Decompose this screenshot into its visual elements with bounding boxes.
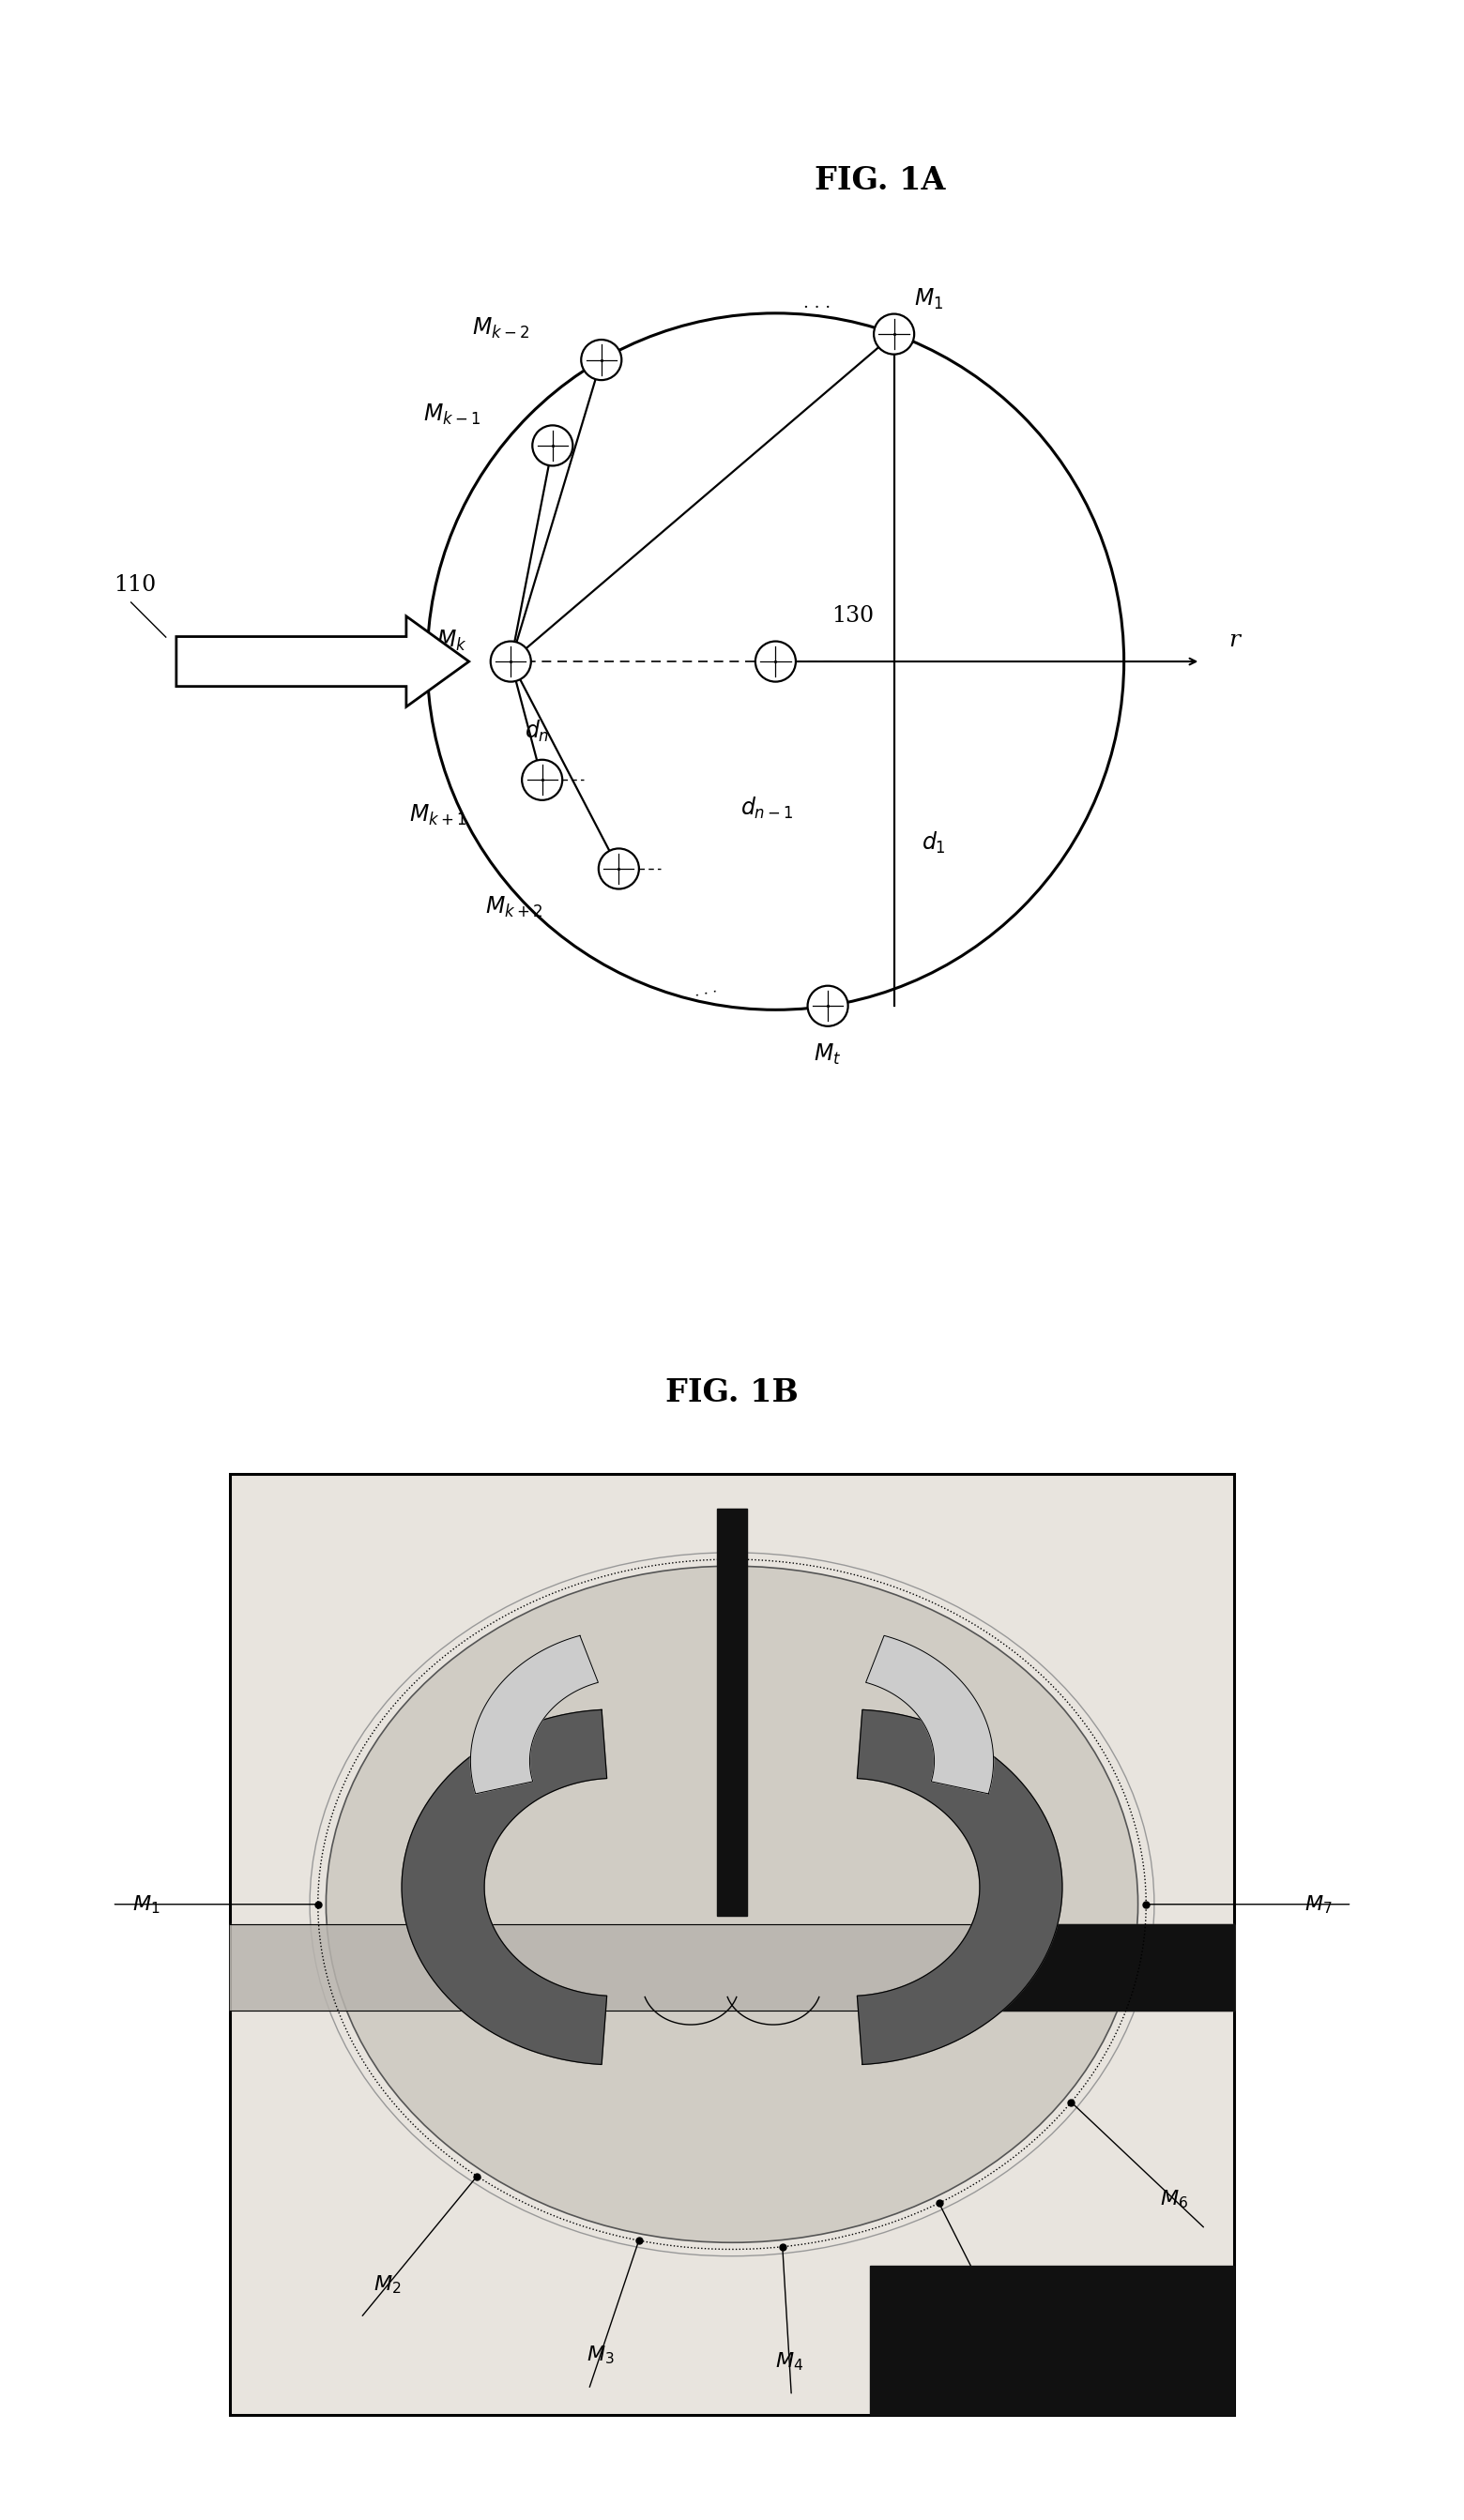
Text: $M_{k-1}$: $M_{k-1}$: [423, 401, 480, 426]
Circle shape: [490, 640, 531, 683]
Polygon shape: [470, 1635, 599, 1794]
Circle shape: [326, 1565, 1138, 2243]
Circle shape: [523, 759, 562, 801]
Text: $M_{k+1}$: $M_{k+1}$: [408, 801, 467, 827]
Text: FIG. 1B: FIG. 1B: [666, 1376, 798, 1409]
Text: r: r: [1228, 630, 1240, 650]
Text: FIG. 1A: FIG. 1A: [814, 166, 946, 197]
Bar: [230, 1474, 1234, 2414]
Polygon shape: [401, 1709, 606, 2064]
Circle shape: [808, 985, 848, 1026]
Text: . . .: . . .: [694, 983, 719, 1000]
Polygon shape: [979, 1925, 1234, 2011]
Text: 130: 130: [832, 605, 874, 627]
Text: $d_n$: $d_n$: [524, 718, 549, 743]
Text: $M_k$: $M_k$: [436, 627, 467, 653]
Polygon shape: [870, 2265, 1234, 2414]
Text: $M_1$: $M_1$: [132, 1893, 160, 1915]
Circle shape: [599, 849, 638, 890]
Circle shape: [874, 315, 914, 355]
Circle shape: [581, 340, 622, 381]
Polygon shape: [858, 1709, 1063, 2064]
Text: $M_2$: $M_2$: [373, 2273, 401, 2296]
Text: $M_7$: $M_7$: [1304, 1893, 1332, 1915]
Text: $M_4$: $M_4$: [776, 2351, 804, 2371]
Text: $M_3$: $M_3$: [587, 2344, 615, 2366]
Polygon shape: [717, 1509, 747, 1915]
Text: $M_5$: $M_5$: [979, 2301, 1009, 2323]
Polygon shape: [865, 1635, 994, 1794]
Text: $M_6$: $M_6$: [1161, 2187, 1189, 2210]
Text: $d_{n-1}$: $d_{n-1}$: [741, 794, 793, 822]
Text: 110: 110: [114, 575, 157, 595]
Text: $M_{k+2}$: $M_{k+2}$: [486, 895, 543, 920]
Polygon shape: [176, 617, 468, 706]
Circle shape: [533, 426, 572, 466]
Text: $M_1$: $M_1$: [914, 287, 943, 312]
Text: $M_{k-2}$: $M_{k-2}$: [471, 315, 529, 340]
Text: $d_1$: $d_1$: [922, 829, 946, 854]
Circle shape: [755, 640, 796, 683]
Text: $M_t$: $M_t$: [814, 1043, 842, 1066]
Polygon shape: [230, 1925, 1234, 2011]
Text: . . .: . . .: [804, 295, 832, 310]
